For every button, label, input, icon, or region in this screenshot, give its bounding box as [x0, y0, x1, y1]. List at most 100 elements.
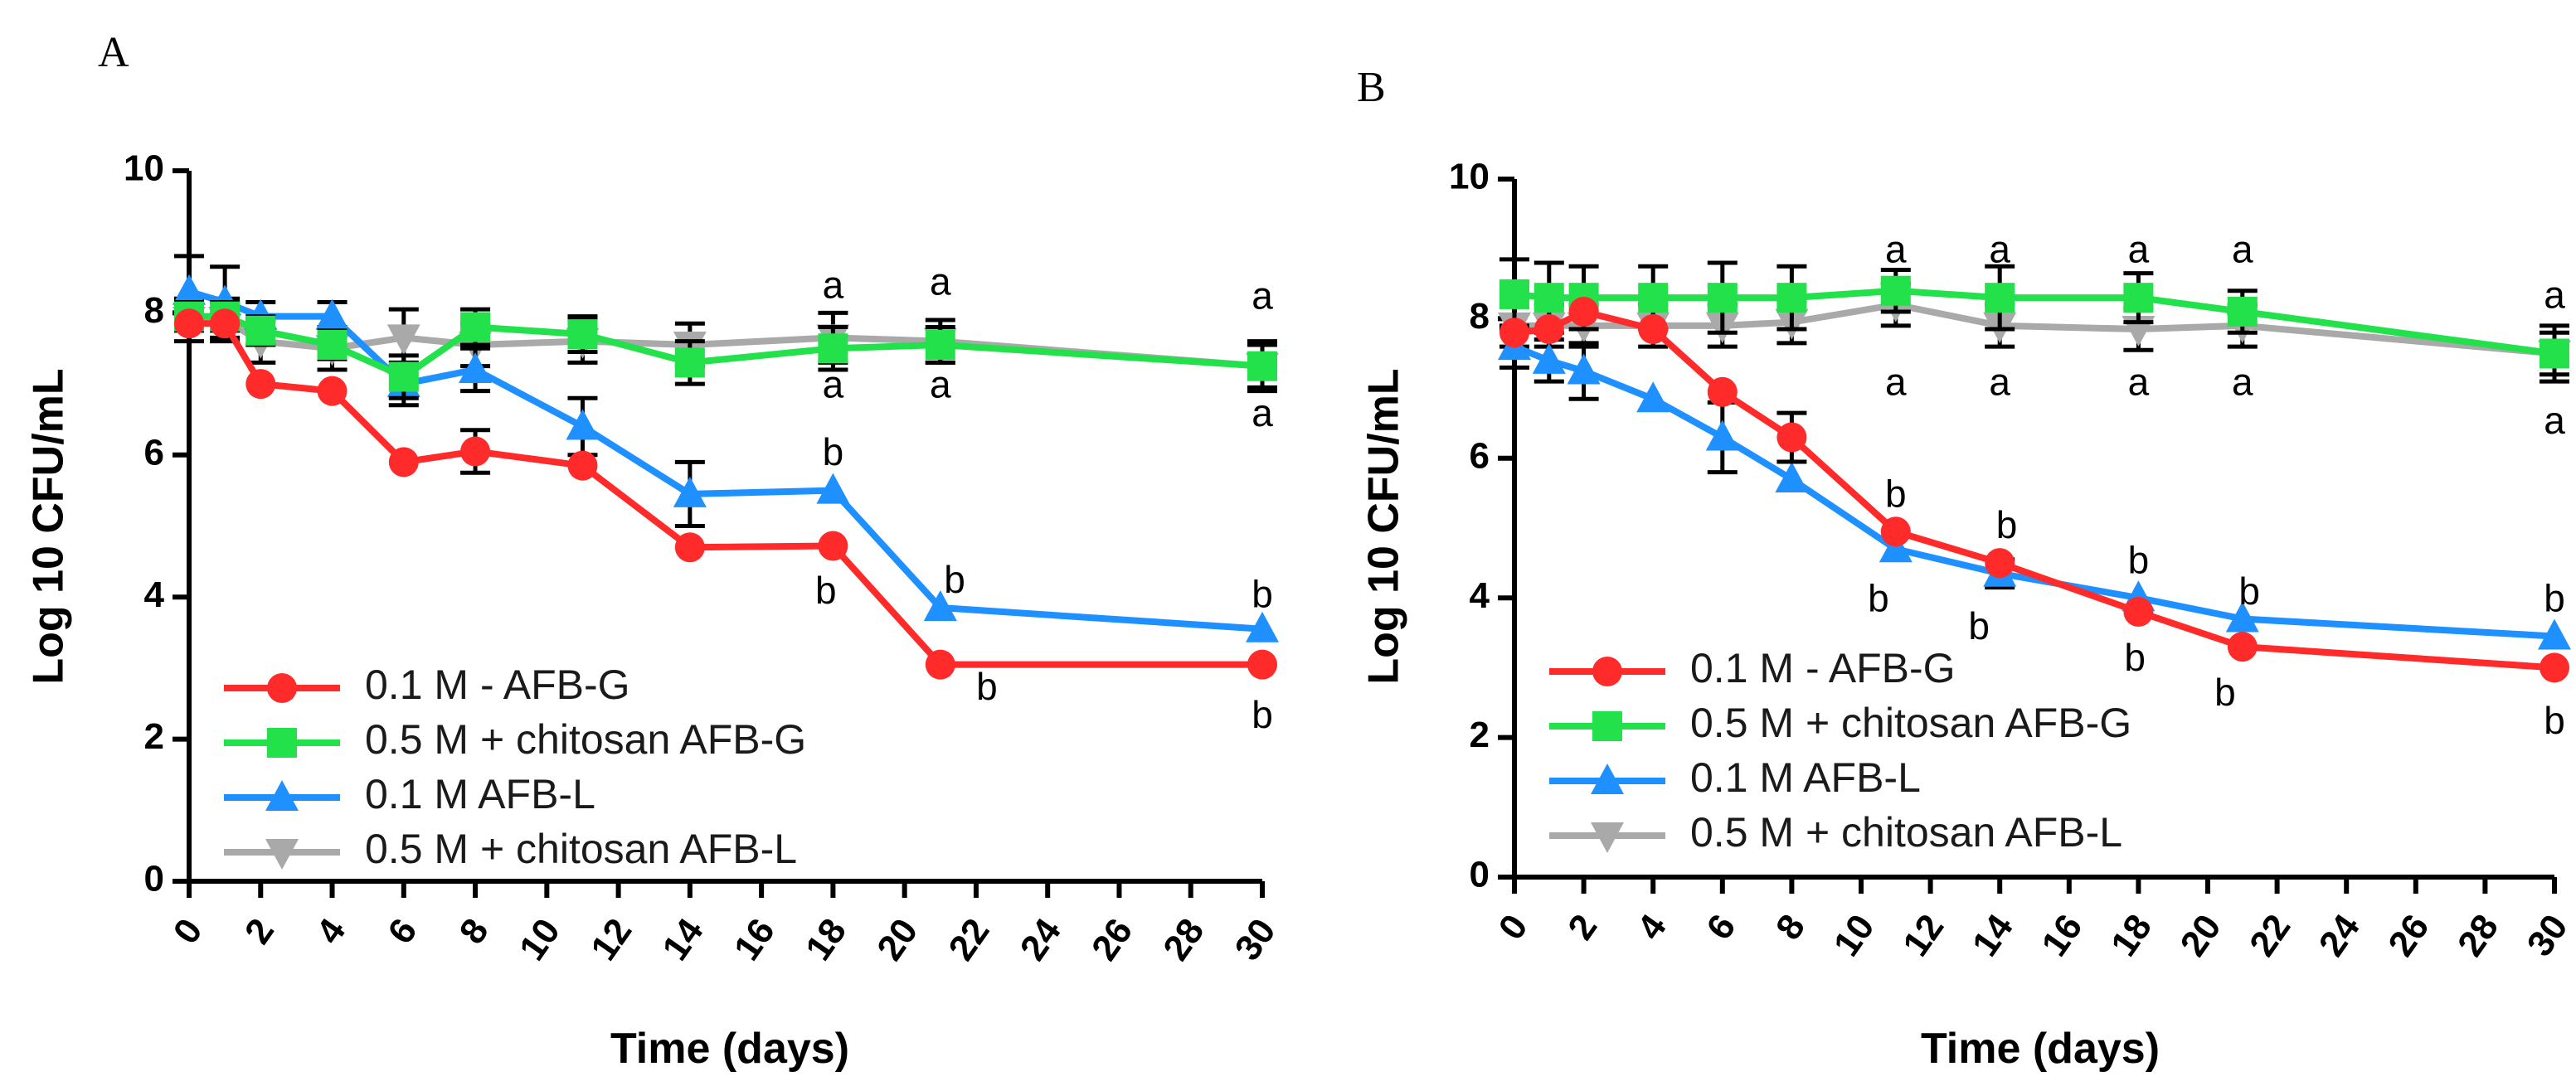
y-tick-label: 8	[144, 290, 164, 331]
legend-marker	[1591, 822, 1624, 853]
data-point	[1533, 314, 1564, 345]
data-point	[1246, 611, 1279, 642]
legend-marker	[265, 839, 299, 870]
data-point	[1638, 314, 1669, 345]
significance-letter: a	[2128, 361, 2150, 404]
x-tick-label: 10	[1825, 907, 1882, 963]
data-point	[1499, 279, 1529, 309]
data-point	[1776, 422, 1807, 453]
x-tick-label: 24	[2311, 907, 2369, 964]
significance-letter: b	[1885, 472, 1907, 515]
data-point	[567, 319, 598, 350]
data-point	[315, 298, 349, 330]
data-point	[2540, 338, 2569, 369]
data-point	[818, 333, 848, 364]
significance-letter: b	[944, 558, 965, 601]
x-tick-label: 12	[1895, 907, 1951, 963]
y-tick-label: 6	[144, 432, 164, 473]
panel-letter: A	[98, 29, 129, 76]
y-tick-label: 10	[1449, 157, 1490, 197]
x-tick-label: 22	[2242, 907, 2298, 963]
legend-label: 0.1 M - AFB-G	[1690, 645, 1956, 691]
significance-letter: a	[2232, 361, 2253, 404]
y-tick-label: 4	[1470, 575, 1490, 616]
data-point	[567, 450, 598, 481]
y-tick-label: 8	[1470, 296, 1490, 337]
x-tick-label: 14	[1965, 907, 2022, 964]
significance-letter: b	[815, 569, 837, 612]
data-point	[2225, 601, 2259, 633]
x-tick-label: 6	[380, 911, 425, 951]
x-tick-label: 28	[2450, 907, 2506, 963]
x-tick-label: 8	[1768, 907, 1813, 947]
significance-letter: b	[2544, 699, 2565, 742]
y-axis-title: Log 10 CFU/mL	[25, 368, 73, 684]
significance-letter: b	[1252, 693, 1273, 736]
legend-label: 0.1 M AFB-L	[365, 771, 595, 817]
data-point	[1879, 531, 1913, 563]
legend: 0.1 M - AFB-G 0.5 M + chitosan AFB-G 0.1 M…	[1549, 645, 2131, 856]
data-point	[1247, 351, 1277, 381]
x-tick-label: 14	[654, 911, 712, 968]
data-point	[673, 476, 707, 507]
significance-letter: a	[1252, 274, 1273, 317]
data-point	[1880, 516, 1911, 547]
data-point	[2227, 632, 2258, 662]
data-point	[674, 532, 705, 563]
series-2	[1498, 323, 2571, 650]
significance-letter: b	[2214, 671, 2236, 714]
significance-letter: a	[823, 264, 844, 307]
data-point	[818, 531, 848, 561]
significance-letter: a	[823, 363, 844, 406]
x-tick-label: 0	[1491, 907, 1536, 947]
data-point	[388, 361, 419, 392]
significance-letter: b	[976, 665, 998, 708]
x-tick-label: 4	[309, 911, 353, 952]
series-1	[1499, 257, 2569, 384]
x-tick-label: 4	[1630, 907, 1674, 948]
significance-letter: a	[1989, 228, 2010, 271]
x-tick-label: 18	[2103, 907, 2160, 963]
significance-letter: b	[1996, 503, 2018, 546]
data-point	[1247, 649, 1277, 680]
data-point	[566, 409, 600, 440]
data-point	[1533, 283, 1564, 313]
significance-letter: a	[930, 259, 951, 303]
significance-letter: a	[930, 363, 951, 406]
y-tick-label: 2	[144, 716, 164, 757]
legend-marker	[1592, 711, 1622, 741]
legend-marker	[1591, 764, 1624, 794]
data-point	[925, 329, 955, 360]
series-2	[173, 254, 1279, 642]
significance-letter: a	[2544, 273, 2565, 316]
x-tick-label: 2	[237, 911, 282, 951]
data-point	[459, 351, 493, 383]
x-tick-label: 18	[798, 911, 854, 967]
significance-letter: b	[1252, 572, 1273, 615]
y-tick-label: 4	[144, 575, 165, 615]
x-tick-label: 28	[1155, 911, 1212, 967]
data-point	[1985, 283, 2015, 313]
data-point	[2227, 296, 2258, 327]
significance-letter: b	[1868, 577, 1889, 620]
data-point	[317, 329, 348, 360]
significance-letter: b	[2238, 570, 2260, 613]
y-tick-label: 6	[1470, 435, 1490, 476]
panel-letter: B	[1357, 64, 1386, 111]
data-point	[1705, 419, 1739, 451]
x-tick-label: 10	[512, 911, 568, 967]
legend-marker	[1592, 657, 1622, 686]
series-line	[1513, 343, 2555, 640]
series-0	[174, 308, 1277, 680]
x-tick-label: 8	[452, 911, 497, 951]
data-point	[1567, 353, 1601, 385]
data-point	[173, 274, 206, 305]
x-tick-label: 0	[166, 911, 211, 951]
legend-marker	[267, 673, 297, 703]
legend-marker	[265, 780, 299, 811]
legend-label: 0.5 M + chitosan AFB-G	[1690, 700, 2131, 746]
data-point	[2538, 618, 2571, 650]
